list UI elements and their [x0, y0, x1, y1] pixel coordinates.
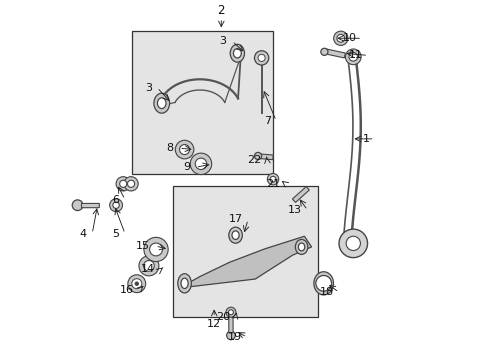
Text: 22: 22 [247, 154, 261, 165]
Circle shape [226, 331, 235, 340]
Circle shape [139, 256, 159, 276]
Text: 7: 7 [263, 116, 270, 126]
Circle shape [127, 180, 134, 187]
Circle shape [345, 49, 361, 65]
Circle shape [116, 177, 130, 191]
Text: 1: 1 [362, 134, 368, 144]
Circle shape [228, 310, 233, 315]
Circle shape [179, 145, 189, 154]
Circle shape [120, 180, 126, 187]
FancyBboxPatch shape [228, 315, 233, 333]
Text: 15: 15 [136, 241, 150, 251]
Circle shape [258, 54, 264, 62]
Ellipse shape [231, 231, 239, 239]
Circle shape [348, 53, 357, 61]
Circle shape [225, 307, 235, 317]
Text: 19: 19 [227, 332, 241, 342]
Ellipse shape [295, 239, 307, 255]
Text: 8: 8 [166, 143, 174, 153]
Text: 16: 16 [120, 285, 134, 295]
Circle shape [346, 236, 360, 251]
Circle shape [143, 237, 168, 262]
Text: 13: 13 [288, 205, 302, 215]
Ellipse shape [233, 49, 241, 58]
FancyBboxPatch shape [132, 31, 272, 174]
Text: 14: 14 [141, 264, 155, 274]
Circle shape [127, 275, 145, 293]
Circle shape [315, 275, 331, 291]
Circle shape [254, 51, 268, 65]
Circle shape [270, 176, 275, 182]
Ellipse shape [157, 98, 166, 109]
Circle shape [123, 177, 138, 191]
Ellipse shape [181, 278, 188, 288]
Circle shape [109, 199, 122, 212]
Text: 21: 21 [265, 179, 280, 189]
Polygon shape [179, 236, 311, 288]
FancyBboxPatch shape [81, 203, 99, 208]
Circle shape [149, 243, 162, 256]
Ellipse shape [154, 93, 169, 113]
Ellipse shape [313, 272, 333, 295]
FancyBboxPatch shape [173, 186, 317, 316]
Text: 11: 11 [348, 50, 362, 60]
Ellipse shape [178, 274, 191, 293]
Ellipse shape [228, 227, 242, 243]
Polygon shape [323, 49, 345, 58]
Circle shape [195, 158, 206, 170]
Ellipse shape [298, 243, 304, 251]
Ellipse shape [230, 44, 244, 62]
Polygon shape [257, 154, 273, 160]
Circle shape [72, 200, 83, 211]
Text: 9: 9 [183, 162, 190, 172]
Circle shape [320, 48, 327, 55]
Text: 17: 17 [228, 215, 242, 225]
Text: 10: 10 [342, 33, 356, 43]
Circle shape [175, 140, 193, 159]
Circle shape [135, 282, 138, 285]
Text: 6: 6 [112, 194, 120, 204]
Circle shape [143, 261, 154, 271]
Text: 3: 3 [144, 82, 151, 93]
Circle shape [254, 152, 261, 159]
Text: 5: 5 [112, 229, 120, 239]
Circle shape [267, 174, 278, 185]
Circle shape [190, 153, 211, 175]
Text: 4: 4 [80, 229, 87, 239]
Circle shape [131, 279, 142, 289]
Text: 3: 3 [219, 36, 226, 46]
Circle shape [336, 34, 344, 42]
Circle shape [333, 31, 347, 45]
Text: 18: 18 [319, 287, 333, 297]
Circle shape [113, 202, 119, 208]
Polygon shape [292, 186, 309, 202]
Text: 20: 20 [216, 311, 230, 321]
Circle shape [338, 229, 367, 258]
Text: 2: 2 [217, 4, 224, 17]
Text: 12: 12 [207, 319, 221, 329]
